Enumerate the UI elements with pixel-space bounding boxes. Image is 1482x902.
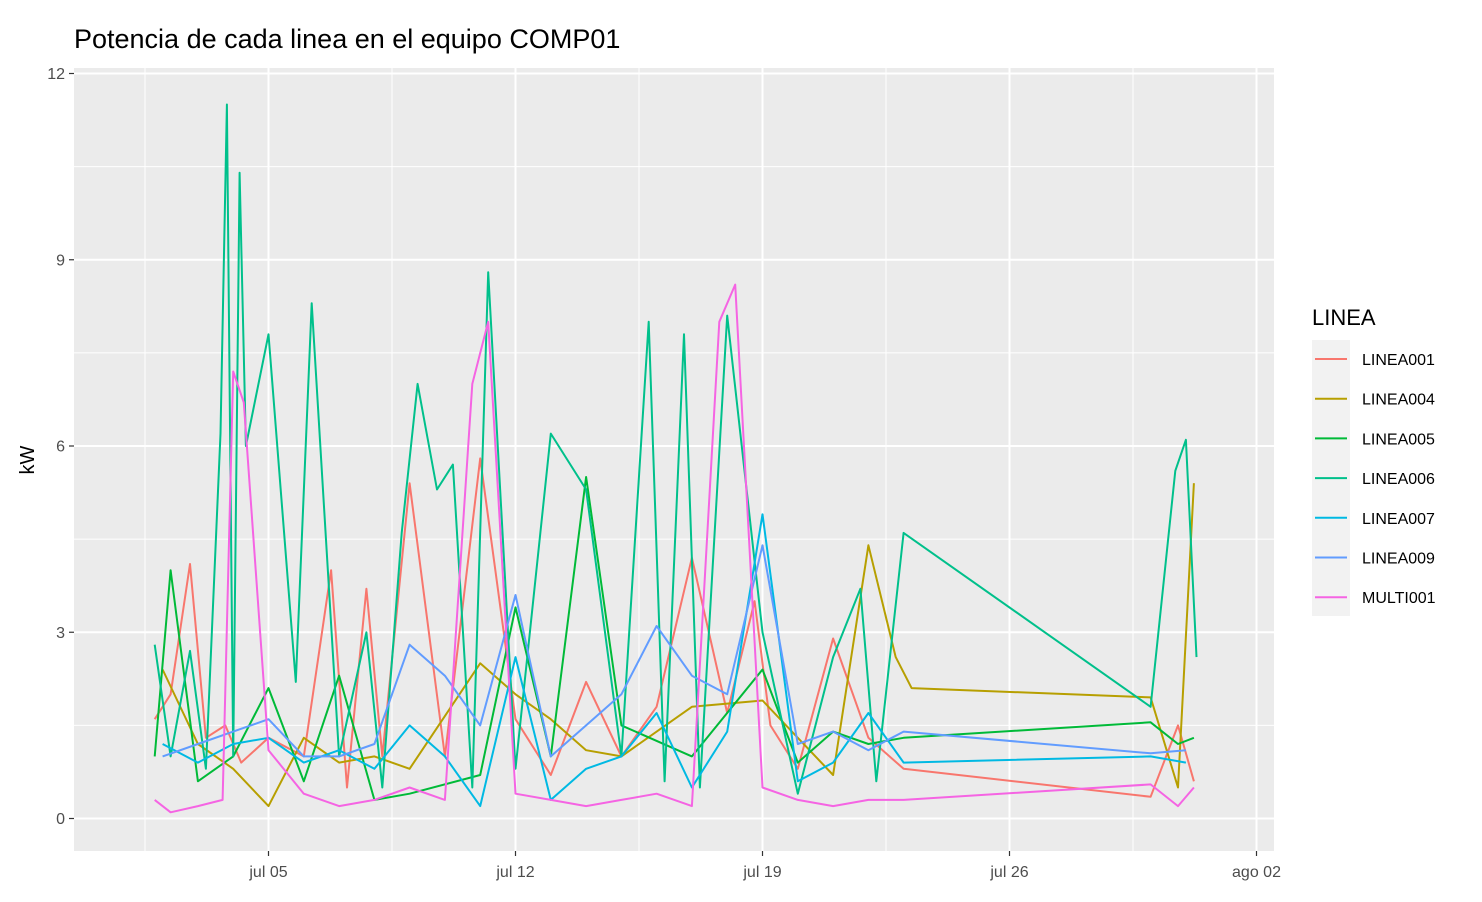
legend-label-linea007: LINEA007 bbox=[1362, 511, 1435, 528]
x-tick-label: jul 19 bbox=[742, 864, 781, 881]
legend-label-linea009: LINEA009 bbox=[1362, 551, 1435, 568]
series-line-linea006 bbox=[153, 103, 1198, 795]
y-tick-label: 6 bbox=[56, 439, 65, 456]
series-line-linea007 bbox=[162, 513, 1187, 808]
series-line-linea004 bbox=[161, 483, 1195, 808]
series-line-linea009 bbox=[162, 544, 1186, 758]
legend-label-linea004: LINEA004 bbox=[1362, 392, 1435, 409]
x-tick-label: ago 02 bbox=[1232, 864, 1281, 881]
y-tick-label: 9 bbox=[56, 252, 65, 269]
chart-title: Potencia de cada linea en el equipo COMP… bbox=[74, 24, 620, 54]
legend-title: LINEA bbox=[1312, 305, 1376, 330]
legend-label-linea001: LINEA001 bbox=[1362, 352, 1435, 369]
series-lines bbox=[153, 103, 1198, 814]
gridlines bbox=[74, 68, 1274, 851]
series-line-linea001 bbox=[153, 457, 1195, 798]
y-tick-label: 0 bbox=[56, 811, 65, 828]
x-axis: jul 05 jul 12 jul 19 jul 26 ago 02 bbox=[248, 851, 1281, 881]
x-tick-label: jul 12 bbox=[495, 864, 534, 881]
legend-label-linea006: LINEA006 bbox=[1362, 471, 1435, 488]
x-tick-label: jul 05 bbox=[248, 864, 287, 881]
legend: LINEA LINEA001 LINEA004 LINEA005 LINEA006 LI… bbox=[1312, 305, 1436, 616]
y-axis: 0 3 6 9 12 bbox=[47, 66, 74, 828]
y-tick-label: 12 bbox=[47, 66, 65, 83]
y-tick-label: 3 bbox=[56, 625, 65, 642]
legend-label-linea005: LINEA005 bbox=[1362, 431, 1435, 448]
plot-panel bbox=[74, 68, 1274, 851]
y-axis-label: kW bbox=[17, 445, 39, 474]
legend-label-multi001: MULTI001 bbox=[1362, 590, 1436, 607]
x-tick-label: jul 26 bbox=[989, 864, 1028, 881]
series-line-multi001 bbox=[154, 283, 1195, 814]
